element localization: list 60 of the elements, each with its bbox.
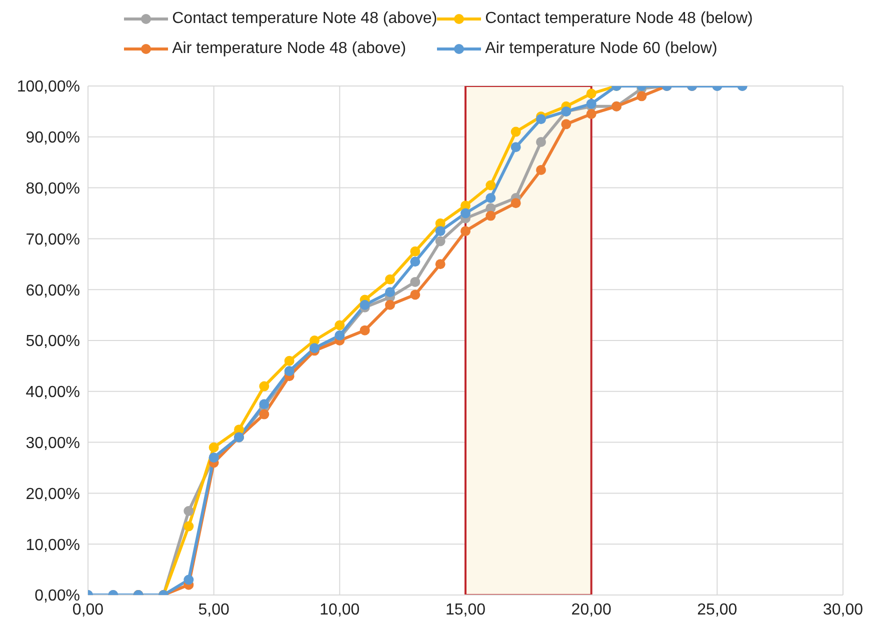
- x-tick-label: 20,00: [571, 601, 612, 618]
- point: [410, 290, 420, 300]
- point: [360, 300, 370, 310]
- point: [536, 136, 546, 147]
- point: [586, 98, 596, 109]
- point: [208, 442, 219, 452]
- y-tick-label: 80,00%: [26, 180, 80, 198]
- point: [510, 142, 521, 152]
- point: [435, 259, 446, 270]
- y-tick-label: 90,00%: [26, 130, 80, 147]
- y-tick-label: 50,00%: [26, 333, 80, 350]
- point: [184, 521, 194, 532]
- y-tick-label: 10,00%: [26, 536, 80, 554]
- point: [510, 126, 521, 137]
- legend-label: Air temperature Node 60 (below): [485, 40, 718, 58]
- x-tick-label: 5,00: [198, 601, 230, 618]
- point: [410, 276, 420, 287]
- point: [385, 274, 395, 284]
- x-tick-label: 15,00: [445, 601, 486, 618]
- point: [486, 192, 496, 203]
- point: [486, 210, 496, 221]
- point: [536, 114, 546, 124]
- point: [284, 366, 294, 376]
- point: [334, 320, 345, 330]
- point: [259, 381, 270, 392]
- point: [284, 356, 294, 366]
- point: [259, 409, 270, 420]
- point: [334, 330, 345, 340]
- point: [435, 236, 446, 246]
- point: [410, 246, 420, 256]
- legend-label: Contact temperature Note 48 (above): [172, 10, 438, 28]
- point: [385, 287, 395, 298]
- point: [184, 506, 194, 516]
- y-tick-label: 100,00%: [16, 78, 80, 96]
- point: [510, 198, 521, 208]
- point: [360, 325, 370, 336]
- point: [184, 574, 194, 585]
- legend-label: Contact temperature Node 48 (below): [485, 10, 753, 28]
- point: [385, 300, 395, 310]
- x-tick-label: 25,00: [697, 601, 738, 618]
- legend-label: Air temperature Node 48 (above): [172, 40, 406, 58]
- x-tick-label: 30,00: [822, 601, 864, 618]
- x-tick-label: 10,00: [320, 601, 360, 618]
- point: [561, 119, 572, 130]
- point: [259, 399, 270, 410]
- point: [486, 180, 496, 190]
- point: [536, 164, 546, 175]
- point: [435, 226, 446, 236]
- point: [460, 208, 470, 218]
- point: [636, 91, 647, 102]
- point: [586, 88, 596, 99]
- point: [410, 256, 420, 267]
- x-tick-label: 0,00: [72, 601, 104, 618]
- y-tick-label: 30,00%: [26, 434, 80, 452]
- y-tick-label: 20,00%: [26, 486, 80, 503]
- y-tick-label: 60,00%: [26, 282, 80, 300]
- point: [586, 108, 596, 119]
- y-tick-label: 70,00%: [26, 231, 80, 248]
- point: [460, 226, 470, 236]
- y-tick-label: 40,00%: [26, 384, 80, 402]
